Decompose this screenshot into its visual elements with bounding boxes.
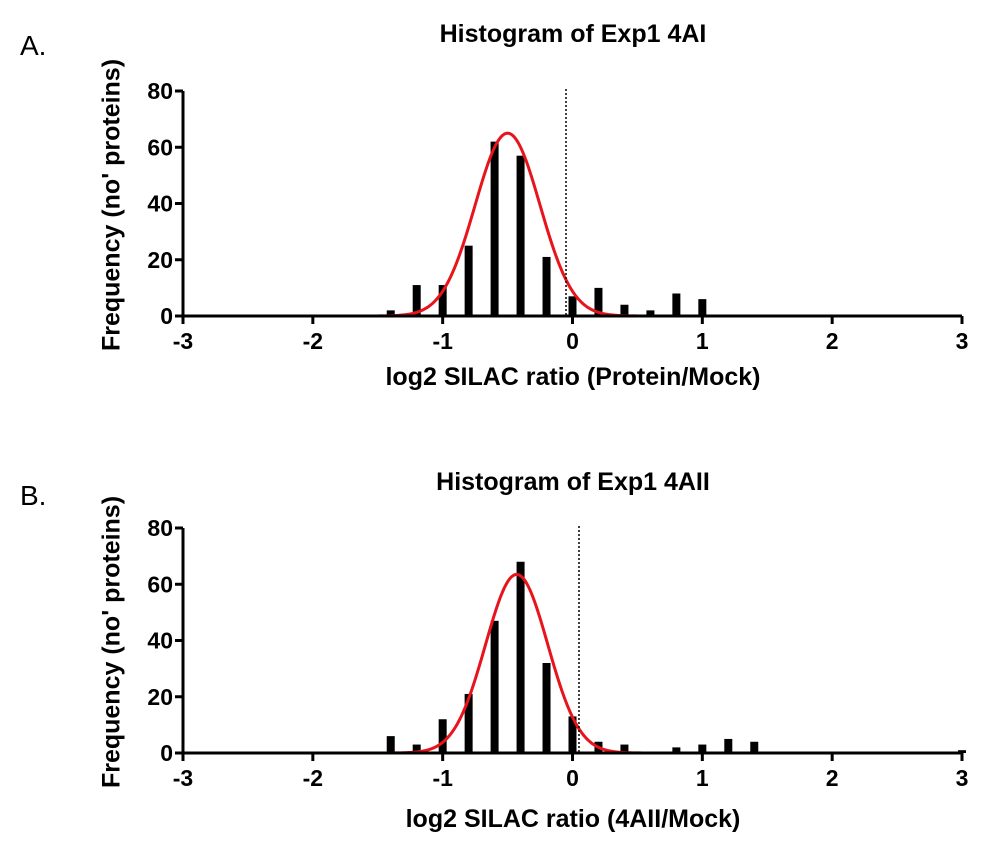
histogram-bar — [464, 245, 473, 316]
x-tick-label: 0 — [566, 328, 579, 354]
histogram-bar — [594, 287, 603, 316]
histogram-bar — [724, 738, 733, 753]
y-tick-label: 20 — [147, 247, 173, 273]
histogram-bar — [412, 285, 421, 316]
x-axis-label: log2 SILAC ratio (4AII/Mock) — [405, 805, 741, 833]
x-tick-label: 3 — [956, 328, 969, 354]
histogram-bar — [490, 141, 499, 316]
y-tick-label: 60 — [147, 571, 173, 597]
x-tick-label: 1 — [696, 765, 709, 791]
panel-label: A. — [20, 30, 47, 61]
x-tick-label: 2 — [826, 328, 839, 354]
histogram-bar — [672, 747, 681, 753]
histogram-bar — [412, 744, 421, 753]
x-tick-label: -2 — [303, 765, 323, 791]
y-tick-label: 20 — [147, 684, 173, 710]
histogram-plot: 0 20 40 60 80 -3 -2 -1 0 1 2 3 — [147, 78, 969, 354]
histogram-bar — [568, 716, 577, 753]
histogram-panel-a: A. Histogram of Exp1 4AI Frequency (no' … — [20, 20, 969, 391]
histogram-bar — [542, 663, 551, 753]
y-tick-label: 40 — [147, 191, 173, 217]
histogram-bar — [568, 296, 577, 316]
y-tick-label: 60 — [147, 134, 173, 160]
y-tick-label: 80 — [147, 515, 173, 541]
histogram-bar — [464, 693, 473, 753]
x-tick-label: -3 — [173, 328, 193, 354]
chart-title: Histogram of Exp1 4AI — [439, 20, 707, 48]
x-tick-label: -1 — [432, 765, 453, 791]
histogram-bar — [386, 736, 395, 753]
x-axis-label: log2 SILAC ratio (Protein/Mock) — [385, 363, 761, 391]
histogram-bar — [672, 293, 681, 316]
x-tick-label: 2 — [826, 765, 839, 791]
histogram-bar — [438, 285, 447, 316]
gaussian-fit-curve — [183, 131, 962, 318]
x-tick-label: 1 — [696, 328, 709, 354]
x-tick-label: 0 — [566, 765, 579, 791]
histogram-bar — [438, 719, 447, 753]
x-tick-label: -3 — [173, 765, 193, 791]
histogram-plot: 0 20 40 60 80 -3 -2 -1 0 1 2 3 — [147, 515, 969, 791]
histogram-bar — [646, 310, 655, 316]
histogram-bar — [516, 561, 525, 753]
y-tick-label: 0 — [160, 303, 173, 329]
x-tick-label: -2 — [303, 328, 323, 354]
y-tick-label: 0 — [160, 740, 173, 766]
histogram-bar — [542, 256, 551, 316]
histogram-bar — [516, 155, 525, 316]
histogram-bar — [620, 304, 629, 316]
histogram-bar — [490, 620, 499, 753]
y-tick-label: 80 — [147, 78, 173, 104]
x-tick-label: 3 — [956, 765, 969, 791]
histogram-panel-b: B. Histogram of Exp1 4AII Frequency (no'… — [0, 425, 1000, 850]
chart-title: Histogram of Exp1 4AII — [436, 468, 710, 496]
x-tick-label: -1 — [432, 328, 453, 354]
histogram-bar — [698, 299, 707, 316]
histogram-bar — [620, 744, 629, 753]
histogram-bar — [698, 744, 707, 753]
histogram-bar — [386, 310, 395, 316]
histogram-bar — [750, 741, 759, 753]
y-tick-label: 40 — [147, 628, 173, 654]
panel-label: B. — [20, 480, 47, 511]
